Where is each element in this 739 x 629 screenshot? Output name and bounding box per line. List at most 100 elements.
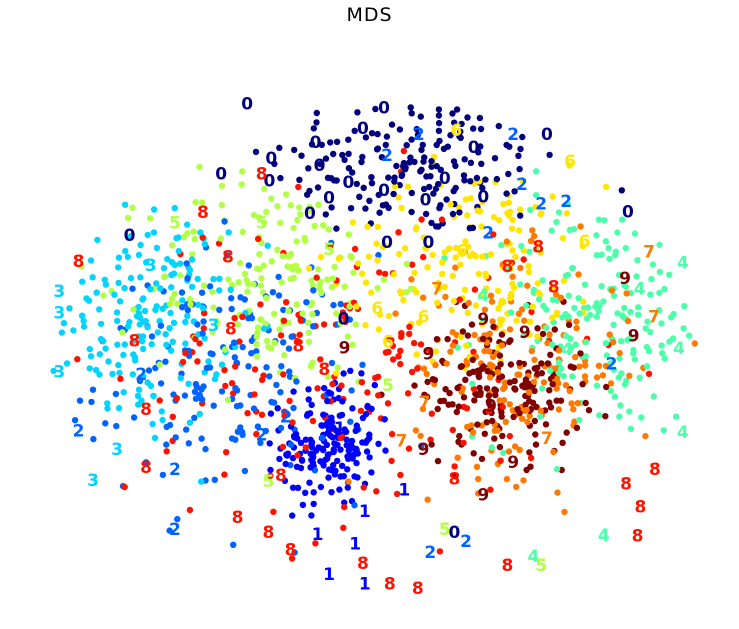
scatter-point-class-4 <box>631 356 639 363</box>
scatter-point-class-8 <box>351 245 359 253</box>
scatter-point-class-6 <box>390 271 397 278</box>
scatter-point-class-3 <box>162 331 169 338</box>
scatter-point-class-3 <box>97 320 105 328</box>
scatter-point-class-4 <box>500 449 507 457</box>
scatter-point-class-5 <box>302 237 309 245</box>
scatter-point-class-0 <box>374 145 382 152</box>
scatter-point-class-4 <box>595 307 602 315</box>
scatter-point-class-0 <box>314 184 322 191</box>
scatter-point-class-3 <box>121 201 129 208</box>
scatter-point-class-0 <box>428 219 435 227</box>
scatter-point-class-3 <box>89 274 96 281</box>
scatter-point-class-9 <box>479 335 487 343</box>
scatter-point-class-2 <box>239 431 246 439</box>
scatter-point-class-5 <box>257 316 264 323</box>
scatter-point-class-1 <box>267 410 275 417</box>
scatter-point-class-2 <box>129 285 136 292</box>
scatter-point-class-0 <box>618 187 625 194</box>
scatter-point-class-1 <box>324 455 331 462</box>
scatter-point-class-5 <box>268 345 275 352</box>
scatter-point-class-3 <box>144 231 151 239</box>
scatter-point-class-6 <box>525 268 533 276</box>
scatter-point-class-4 <box>649 261 657 268</box>
digit-label: 2 <box>482 224 494 244</box>
scatter-point-class-7 <box>518 306 526 313</box>
scatter-point-class-5 <box>333 310 340 317</box>
scatter-point-class-6 <box>496 217 503 224</box>
scatter-point-class-8 <box>196 340 203 347</box>
scatter-point-class-0 <box>428 163 435 170</box>
scatter-point-class-8 <box>297 317 305 324</box>
digit-label: 9 <box>485 397 497 417</box>
scatter-point-class-0 <box>414 131 422 138</box>
scatter-point-class-9 <box>507 361 515 368</box>
scatter-point-class-6 <box>548 286 556 293</box>
scatter-point-class-1 <box>371 381 378 389</box>
scatter-point-class-8 <box>426 347 433 354</box>
scatter-point-class-6 <box>358 270 366 277</box>
scatter-point-class-6 <box>508 290 515 298</box>
scatter-point-class-3 <box>141 307 149 315</box>
scatter-point-class-1 <box>266 440 273 447</box>
scatter-point-class-3 <box>115 361 122 369</box>
scatter-point-class-7 <box>608 287 616 294</box>
scatter-point-class-1 <box>353 459 360 467</box>
scatter-point-class-8 <box>499 403 506 411</box>
scatter-point-class-8 <box>389 342 397 350</box>
scatter-point-class-4 <box>635 304 642 311</box>
scatter-point-class-0 <box>317 160 324 168</box>
scatter-point-class-4 <box>666 338 673 345</box>
scatter-point-class-6 <box>401 245 409 252</box>
scatter-point-class-6 <box>472 253 479 260</box>
scatter-point-class-6 <box>483 285 490 292</box>
scatter-point-class-7 <box>516 371 523 378</box>
scatter-point-class-6 <box>391 183 399 190</box>
scatter-point-class-1 <box>289 512 296 519</box>
scatter-point-class-3 <box>115 264 122 271</box>
scatter-point-class-5 <box>168 242 176 249</box>
scatter-point-class-1 <box>320 411 327 418</box>
scatter-point-class-6 <box>395 194 402 201</box>
scatter-point-class-8 <box>200 325 207 332</box>
scatter-point-class-3 <box>94 236 101 244</box>
scatter-point-class-6 <box>495 305 502 312</box>
scatter-point-class-7 <box>602 362 610 370</box>
scatter-point-class-5 <box>130 306 137 313</box>
scatter-point-class-2 <box>183 426 190 433</box>
digit-label: 2 <box>516 175 528 195</box>
scatter-point-class-7 <box>481 347 488 355</box>
scatter-point-class-5 <box>169 295 176 302</box>
scatter-point-class-4 <box>527 206 534 214</box>
scatter-point-class-4 <box>598 251 605 258</box>
scatter-point-class-5 <box>255 214 263 221</box>
scatter-point-class-0 <box>495 122 502 130</box>
scatter-point-class-2 <box>233 403 241 410</box>
scatter-point-class-9 <box>557 397 565 404</box>
scatter-point-class-5 <box>279 253 287 260</box>
scatter-point-class-9 <box>431 376 439 384</box>
scatter-point-class-0 <box>333 138 341 145</box>
scatter-point-class-9 <box>492 391 499 399</box>
scatter-point-class-6 <box>512 253 519 261</box>
scatter-point-class-0 <box>426 183 433 191</box>
digit-label: 8 <box>292 337 304 357</box>
scatter-point-class-0 <box>428 158 435 165</box>
scatter-point-class-4 <box>546 367 554 375</box>
scatter-point-class-7 <box>481 306 489 313</box>
scatter-point-class-5 <box>196 163 203 171</box>
scatter-point-class-6 <box>429 251 436 258</box>
scatter-point-class-6 <box>435 285 442 292</box>
scatter-point-class-4 <box>548 227 555 234</box>
scatter-point-class-3 <box>160 265 168 272</box>
scatter-point-class-9 <box>491 386 498 393</box>
scatter-point-class-5 <box>253 333 260 340</box>
digit-label: 9 <box>619 269 631 289</box>
scatter-point-class-5 <box>274 203 281 210</box>
scatter-point-class-2 <box>184 307 191 314</box>
scatter-point-class-5 <box>334 364 341 371</box>
scatter-point-class-5 <box>200 282 208 289</box>
scatter-point-class-3 <box>148 341 155 348</box>
scatter-point-class-5 <box>328 284 335 291</box>
scatter-point-class-8 <box>289 419 296 426</box>
scatter-point-class-3 <box>157 285 164 292</box>
